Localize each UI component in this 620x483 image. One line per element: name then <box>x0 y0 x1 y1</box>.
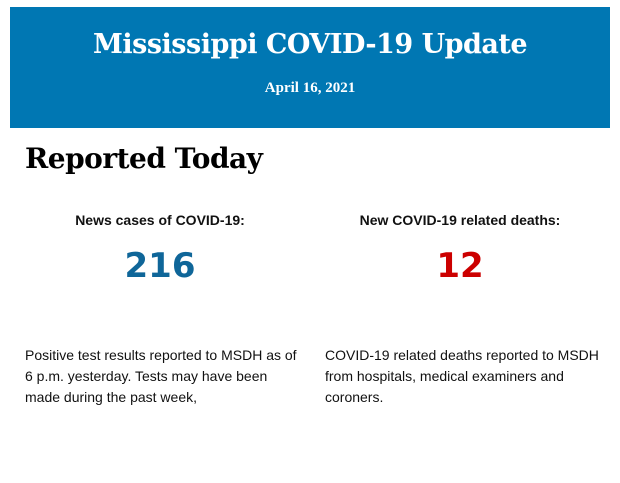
new-deaths-label: New COVID-19 related deaths: <box>359 212 561 228</box>
page-title: Mississippi COVID-19 Update <box>92 29 528 60</box>
new-deaths-stat: New COVID-19 related deaths: 12 <box>315 212 605 286</box>
new-deaths-description: COVID-19 related deaths reported to MSDH… <box>325 347 599 405</box>
new-cases-label: News cases of COVID-19: <box>75 212 245 228</box>
header-banner: Mississippi COVID-19 Update April 16, 20… <box>10 7 610 128</box>
report-date: April 16, 2021 <box>264 80 356 96</box>
new-cases-value: 216 <box>124 246 196 286</box>
new-cases-stat: News cases of COVID-19: 216 <box>15 212 305 286</box>
new-deaths-value: 12 <box>436 246 484 286</box>
new-cases-description: Positive test results reported to MSDH a… <box>25 347 297 405</box>
section-title: Reported Today <box>25 142 263 175</box>
